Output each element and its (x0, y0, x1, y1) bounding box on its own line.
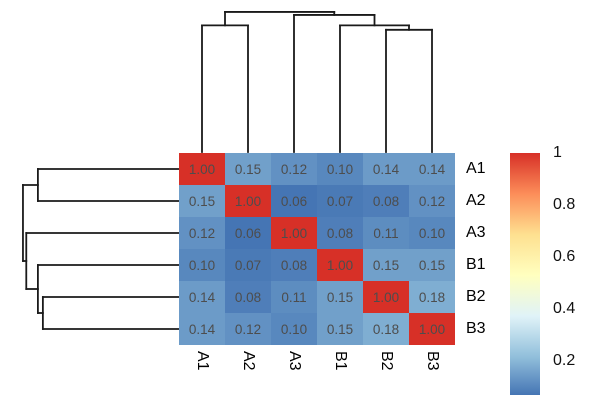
heatmap-cell-B3-B1: 0.15 (317, 313, 363, 345)
legend-tick-0.6: 0.6 (553, 248, 576, 266)
column-label-B1: B1 (332, 351, 349, 371)
heatmap-cell-A2-A3: 0.06 (271, 185, 317, 217)
legend-tick-1: 1 (553, 144, 562, 161)
heatmap-cell-A3-A3: 1.00 (271, 217, 317, 249)
heatmap-cell-A2-B2: 0.08 (363, 185, 409, 217)
heatmap-cell-B3-A1: 0.14 (179, 313, 225, 345)
heatmap-cell-A2-A1: 0.15 (179, 185, 225, 217)
heatmap-cell-A1-A1: 1.00 (179, 153, 225, 185)
heatmap-cell-B2-A2: 0.08 (225, 281, 271, 313)
row-label-A3: A3 (466, 224, 486, 241)
legend-tick-0.2: 0.2 (553, 352, 576, 370)
heatmap-cell-B1-A2: 0.07 (225, 249, 271, 281)
heatmap-cell-A2-A2: 1.00 (225, 185, 271, 217)
column-label-B3: B3 (424, 351, 441, 371)
heatmap-cell-A3-B2: 0.11 (363, 217, 409, 249)
heatmap-cell-A1-A3: 0.12 (271, 153, 317, 185)
heatmap-cell-B2-B1: 0.15 (317, 281, 363, 313)
column-dendrogram (201, 11, 433, 153)
heatmap-cell-B3-A2: 0.12 (225, 313, 271, 345)
heatmap-cell-A1-A2: 0.15 (225, 153, 271, 185)
heatmap-cell-A2-B1: 0.07 (317, 185, 363, 217)
row-label-A2: A2 (466, 192, 486, 209)
column-label-B2: B2 (378, 351, 395, 371)
heatmap-cell-B3-B2: 0.18 (363, 313, 409, 345)
heatmap-cell-A3-A1: 0.12 (179, 217, 225, 249)
heatmap-cell-B1-B2: 0.15 (363, 249, 409, 281)
heatmap-cell-A1-B3: 0.14 (409, 153, 455, 185)
heatmap-cell-A3-A2: 0.06 (225, 217, 271, 249)
heatmap-cell-B1-B1: 1.00 (317, 249, 363, 281)
heatmap-cell-B3-B3: 1.00 (409, 313, 455, 345)
row-label-B3: B3 (466, 320, 486, 337)
heatmap-cell-A1-B1: 0.10 (317, 153, 363, 185)
heatmap-cell-B1-A3: 0.08 (271, 249, 317, 281)
heatmap-cell-B2-B3: 0.18 (409, 281, 455, 313)
heatmap-cell-A3-B3: 0.10 (409, 217, 455, 249)
heatmap-cell-B2-A1: 0.14 (179, 281, 225, 313)
heatmap-matrix: 1.00 0.15 0.12 0.10 0.14 0.14 0.15 1.00 0.06 0.07… (179, 153, 455, 345)
column-label-A2: A2 (240, 351, 257, 371)
heatmap-cell-A3-B1: 0.08 (317, 217, 363, 249)
heatmap-cell-B3-A3: 0.10 (271, 313, 317, 345)
column-label-A1: A1 (194, 351, 211, 371)
row-label-B2: B2 (466, 288, 486, 305)
row-label-B1: B1 (466, 256, 486, 273)
heatmap-cell-B1-B3: 0.15 (409, 249, 455, 281)
legend-tick-0.8: 0.8 (553, 196, 576, 214)
row-label-A1: A1 (466, 160, 486, 177)
heatmap-cell-A2-B3: 0.12 (409, 185, 455, 217)
legend-gradient-bar (510, 153, 540, 395)
row-dendrogram (22, 168, 180, 330)
heatmap-cell-A1-B2: 0.14 (363, 153, 409, 185)
heatmap-cell-B2-B2: 1.00 (363, 281, 409, 313)
column-label-A3: A3 (286, 351, 303, 371)
heatmap-cell-B1-A1: 0.10 (179, 249, 225, 281)
legend-tick-0.4: 0.4 (553, 300, 576, 318)
heatmap-cell-B2-A3: 0.11 (271, 281, 317, 313)
